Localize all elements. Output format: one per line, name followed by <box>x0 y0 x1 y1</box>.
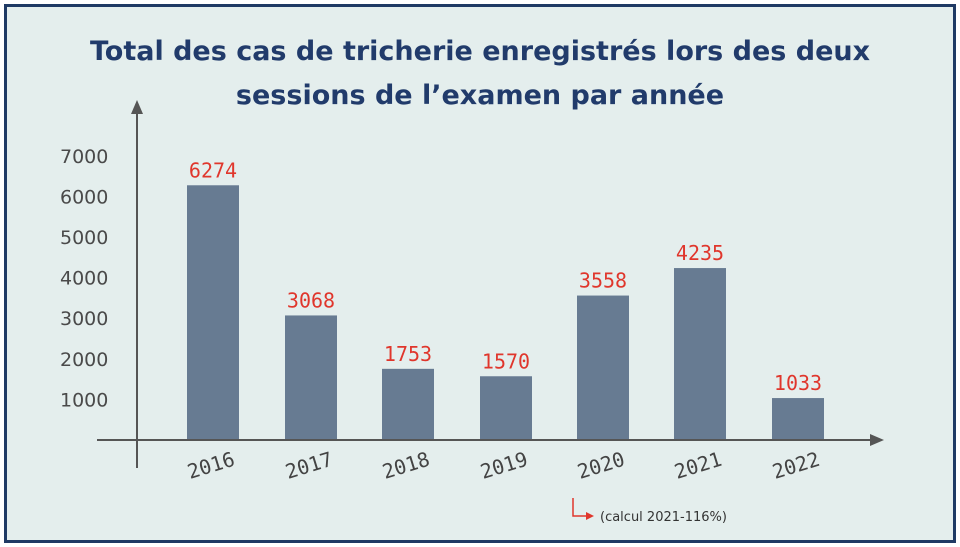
x-tick-label: 2019 <box>477 447 530 484</box>
y-tick-label: 2000 <box>60 349 108 371</box>
data-label-2017: 3068 <box>287 288 335 312</box>
y-tick-label: 6000 <box>60 186 108 208</box>
annotation-text: (calcul 2021-116%) <box>600 510 727 525</box>
y-axis-ticks: 1000 2000 3000 4000 5000 6000 7000 <box>60 146 108 412</box>
bar-2016 <box>187 185 239 440</box>
bar-2017 <box>285 315 337 440</box>
annotation: (calcul 2021-116%) <box>572 498 727 525</box>
data-label-2020: 3558 <box>579 269 627 293</box>
chart-title-line-2: sessions de l’examen par année <box>235 80 725 111</box>
data-label-2022: 1033 <box>774 371 822 395</box>
x-tick-label: 2016 <box>184 447 237 484</box>
axes <box>97 100 884 468</box>
annotation-arrow-icon <box>572 498 587 517</box>
data-label-2019: 1570 <box>482 349 530 373</box>
x-tick-label: 2017 <box>282 447 335 484</box>
x-tick-label: 2018 <box>379 447 432 484</box>
bar-2022 <box>772 398 824 440</box>
x-tick-label: 2020 <box>574 447 627 484</box>
y-tick-label: 1000 <box>60 389 108 411</box>
y-axis-arrow-icon <box>131 100 143 114</box>
bar-2018 <box>382 368 434 440</box>
bar-2020 <box>577 295 629 440</box>
x-axis-arrow-icon <box>870 434 884 446</box>
data-label-2018: 1753 <box>384 342 432 366</box>
data-label-2021: 4235 <box>676 241 724 265</box>
bars <box>187 185 824 440</box>
chart-title-line-1: Total des cas de tricherie enregistrés l… <box>89 36 871 67</box>
y-tick-label: 4000 <box>60 268 108 290</box>
annotation-arrowhead <box>586 512 594 520</box>
bar-2021 <box>674 268 726 440</box>
data-label-2016: 6274 <box>189 158 237 182</box>
chart-title: Total des cas de tricherie enregistrés l… <box>0 30 960 118</box>
y-tick-label: 5000 <box>60 227 108 249</box>
y-tick-label: 7000 <box>60 146 108 168</box>
x-axis-ticks: 2016 2017 2018 2019 2020 2021 2022 <box>184 447 822 484</box>
bar-2019 <box>480 376 532 440</box>
x-tick-label: 2021 <box>671 447 724 484</box>
y-tick-label: 3000 <box>60 308 108 330</box>
x-tick-label: 2022 <box>769 447 822 484</box>
chart-frame <box>4 4 956 543</box>
data-labels: 6274 3068 1753 1570 3558 4235 1033 <box>189 158 822 395</box>
